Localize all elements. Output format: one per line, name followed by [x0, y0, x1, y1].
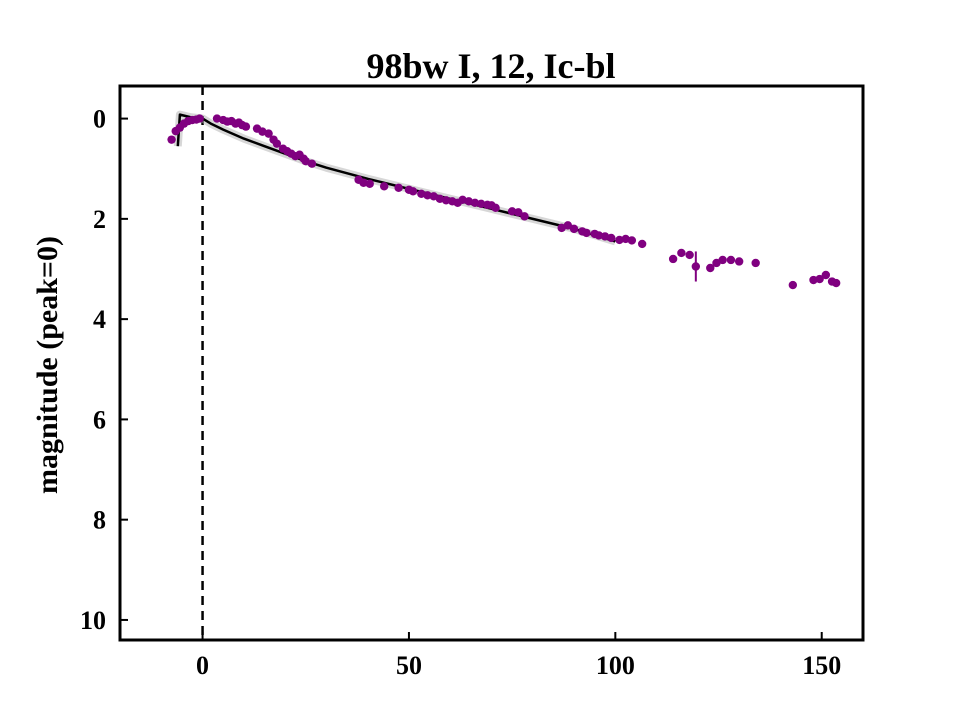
data-point — [831, 278, 841, 288]
y-tick-label: 8 — [93, 506, 106, 535]
data-point — [821, 270, 831, 280]
plot-area — [167, 86, 841, 640]
data-point — [514, 208, 523, 217]
data-point — [726, 255, 736, 265]
data-point — [470, 198, 480, 208]
data-point — [563, 221, 573, 230]
data-point — [685, 250, 694, 260]
data-point — [668, 254, 678, 264]
data-point — [594, 231, 604, 240]
y-tick-label: 4 — [93, 305, 106, 334]
data-point — [272, 139, 282, 148]
y-tick-label: 10 — [80, 606, 106, 635]
data-point — [307, 159, 317, 168]
data-point — [582, 228, 591, 238]
data-point — [167, 135, 176, 144]
data-point — [815, 274, 824, 284]
data-point — [677, 248, 686, 258]
template-curve — [176, 113, 616, 243]
axis-ticks: 0 50 100 150 0 2 4 6 8 10 — [80, 105, 841, 680]
data-point — [751, 258, 760, 268]
data-point — [627, 236, 637, 245]
data-point — [718, 255, 727, 265]
y-axis-label: magnitude (peak=0) — [31, 236, 64, 494]
data-point — [441, 196, 451, 205]
plot-frame — [118, 84, 865, 642]
y-tick-label: 6 — [93, 405, 106, 434]
data-point — [637, 239, 647, 249]
data-point — [379, 182, 389, 191]
data-point — [507, 207, 517, 216]
data-point — [359, 178, 368, 187]
data-point — [264, 129, 273, 138]
data-point — [607, 233, 616, 243]
data-point — [365, 179, 374, 188]
data-point — [691, 262, 701, 271]
y-tick-label: 0 — [93, 105, 106, 134]
data-point — [706, 263, 715, 273]
data-point — [809, 275, 818, 285]
x-tick-label: 50 — [396, 651, 422, 680]
chart-title: 98bw I, 12, Ic-bl — [366, 46, 615, 86]
data-point — [241, 122, 251, 131]
data-point — [423, 191, 432, 200]
data-point — [195, 114, 204, 123]
data-point — [408, 187, 418, 196]
data-point — [569, 224, 579, 234]
data-point — [615, 235, 624, 245]
data-point — [491, 203, 500, 213]
data-point — [734, 257, 744, 266]
x-tick-label: 0 — [196, 651, 209, 680]
x-tick-label: 100 — [596, 651, 635, 680]
data-point — [520, 212, 529, 221]
data-point — [394, 183, 403, 192]
y-tick-label: 2 — [93, 205, 106, 234]
data-point — [476, 199, 486, 209]
x-tick-label: 150 — [802, 651, 841, 680]
data-point — [788, 280, 798, 290]
